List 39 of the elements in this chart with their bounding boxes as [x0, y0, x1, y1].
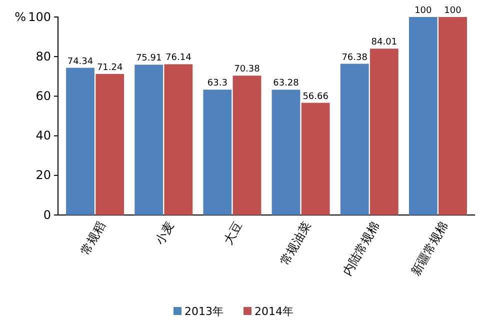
bar	[66, 68, 94, 215]
bar	[164, 64, 193, 215]
legend-label: 2013年	[184, 305, 224, 318]
data-label: 76.38	[342, 52, 368, 63]
y-tick-label: 20	[36, 168, 51, 182]
data-label: 70.38	[234, 64, 260, 75]
data-label: 84.01	[371, 38, 398, 48]
data-label: 74.34	[67, 56, 94, 67]
bar	[203, 90, 232, 215]
data-label: 71.24	[96, 62, 123, 73]
legend-label: 2014年	[254, 305, 294, 318]
y-axis-title: %	[14, 10, 26, 24]
bar	[96, 74, 124, 215]
y-tick-label: 60	[36, 89, 51, 104]
bar	[232, 76, 262, 215]
y-tick-label: 40	[36, 128, 51, 143]
y-tick-label: 0	[43, 208, 51, 222]
bar	[340, 64, 369, 215]
x-tick-label: 内陆常规棉	[340, 219, 382, 278]
bar	[301, 102, 330, 215]
data-label: 56.66	[302, 92, 329, 102]
x-tick-label: 大豆	[220, 219, 246, 247]
x-tick-label: 小麦	[152, 219, 176, 247]
data-label: 100	[444, 6, 462, 16]
x-tick-label: 常规油菜	[278, 219, 314, 268]
x-tick-label: 新疆常规棉	[408, 219, 451, 278]
data-label: 100	[414, 6, 432, 16]
bar	[370, 48, 398, 215]
data-label: 75.91	[136, 54, 162, 64]
y-tick-label: 100	[28, 10, 51, 24]
bar	[438, 17, 467, 215]
data-label: 63.3	[207, 78, 228, 89]
y-tick-label: 80	[36, 49, 51, 64]
bar	[408, 17, 438, 215]
x-tick-label: 常规稻	[78, 219, 108, 258]
data-label: 76.14	[166, 53, 192, 64]
bar	[134, 64, 164, 215]
data-label: 63.28	[273, 78, 300, 89]
bar	[272, 90, 300, 215]
